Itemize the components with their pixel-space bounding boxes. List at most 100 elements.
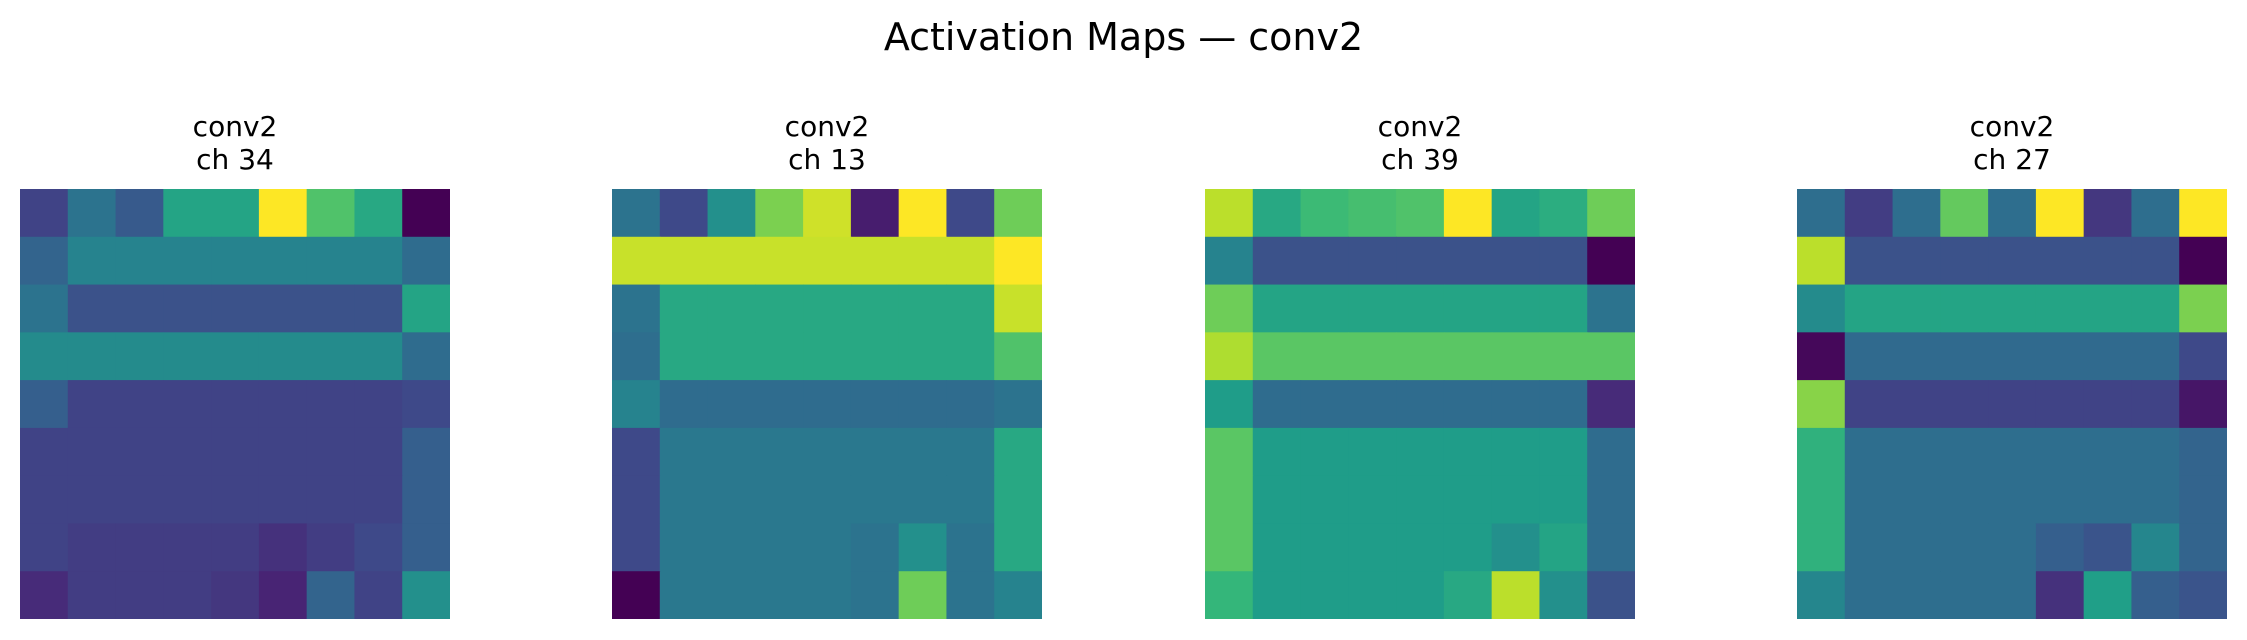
heatmap-cell	[803, 427, 852, 477]
heatmap-cell	[1539, 571, 1588, 619]
heatmap-cell	[2179, 571, 2227, 619]
heatmap-cell	[402, 475, 450, 525]
heatmap-cell	[946, 236, 995, 286]
heatmap-cell	[1396, 332, 1445, 381]
heatmap-cell	[1587, 284, 1635, 333]
heatmap-cell	[1300, 332, 1349, 381]
heatmap-cell	[211, 523, 260, 572]
heatmap-cell	[1205, 571, 1254, 619]
heatmap-cell	[402, 189, 450, 238]
heatmap-cell	[211, 236, 260, 286]
heatmap-cell	[354, 332, 403, 381]
heatmap-cell	[20, 236, 69, 286]
heatmap-cell	[2035, 236, 2085, 286]
heatmap-cell	[1300, 475, 1349, 525]
heatmap-cell	[163, 380, 212, 429]
heatmap-cell	[1940, 523, 1989, 572]
panel-title-line-1: conv2	[1377, 110, 1463, 143]
heatmap-cell	[1797, 475, 1846, 525]
heatmap-cell	[67, 380, 117, 429]
heatmap-cell	[1940, 284, 1989, 333]
heatmap-cell	[1443, 332, 1493, 381]
heatmap-cell	[2179, 189, 2227, 238]
heatmap-cell	[20, 427, 69, 477]
heatmap-cell	[707, 380, 756, 429]
heatmap-cell	[2131, 332, 2180, 381]
heatmap-cell	[1443, 571, 1493, 619]
heatmap-cell	[1396, 475, 1445, 525]
heatmap-cell	[2179, 427, 2227, 477]
heatmap-cell	[20, 475, 69, 525]
heatmap-cell	[1844, 427, 1894, 477]
heatmap-cell	[211, 189, 260, 238]
heatmap-cell	[1892, 189, 1941, 238]
heatmap-cell	[1539, 284, 1588, 333]
heatmap-cell	[306, 427, 356, 477]
heatmap-cell	[163, 332, 212, 381]
heatmap-cell	[402, 332, 450, 381]
heatmap-cell	[1491, 380, 1541, 429]
heatmap-cell	[1892, 332, 1941, 381]
heatmap-cell	[1491, 571, 1541, 619]
panel-title-line-2: ch 39	[1381, 143, 1459, 176]
heatmap-cell	[1205, 236, 1254, 286]
heatmap-cell	[1988, 427, 2037, 477]
heatmap-cell	[20, 380, 69, 429]
figure-title: Activation Maps — conv2	[883, 15, 1364, 59]
heatmap-cell	[67, 523, 117, 572]
heatmap-cell	[994, 284, 1042, 333]
heatmap-cell	[354, 189, 403, 238]
heatmap-cell	[258, 332, 308, 381]
heatmap-cell	[803, 332, 852, 381]
heatmap-cell	[612, 236, 661, 286]
heatmap-cell	[946, 571, 995, 619]
heatmap-cell	[659, 189, 709, 238]
heatmap-cell	[850, 475, 900, 525]
heatmap-cell	[2083, 332, 2133, 381]
heatmap-cell	[1348, 475, 1397, 525]
heatmap-cell	[1587, 475, 1635, 525]
heatmap-cell	[1844, 284, 1894, 333]
heatmap-cell	[1892, 236, 1941, 286]
heatmap-cell	[2131, 523, 2180, 572]
panel-title-line-2: ch 27	[1973, 143, 2051, 176]
heatmap-cell	[1396, 284, 1445, 333]
heatmap-cell	[1348, 523, 1397, 572]
heatmap-cell	[1844, 380, 1894, 429]
heatmap-cell	[1940, 189, 1989, 238]
heatmap-cell	[1300, 380, 1349, 429]
heatmap-cell	[803, 380, 852, 429]
heatmap-cell	[354, 427, 403, 477]
heatmap-cell	[2179, 475, 2227, 525]
heatmap-cell	[755, 380, 804, 429]
heatmap-cell	[659, 332, 709, 381]
heatmap-cell	[803, 523, 852, 572]
heatmap-cell	[1491, 189, 1541, 238]
heatmap-cell	[755, 523, 804, 572]
heatmap-cell	[2035, 571, 2085, 619]
heatmap-cell	[67, 332, 117, 381]
heatmap-cell	[258, 571, 308, 619]
heatmap-cell	[1252, 571, 1302, 619]
heatmap-cell	[946, 475, 995, 525]
heatmap-grid	[20, 189, 450, 619]
heatmap-cell	[1539, 427, 1588, 477]
heatmap-cell	[1940, 475, 1989, 525]
heatmap-cell	[1940, 380, 1989, 429]
heatmap-cell	[994, 236, 1042, 286]
heatmap-cell	[1988, 475, 2037, 525]
heatmap-cell	[994, 427, 1042, 477]
heatmap-cell	[1300, 571, 1349, 619]
heatmap-cell	[163, 523, 212, 572]
heatmap-cell	[850, 332, 900, 381]
heatmap-cell	[659, 571, 709, 619]
heatmap-cell	[850, 236, 900, 286]
heatmap-cell	[1205, 284, 1254, 333]
heatmap-cell	[1205, 332, 1254, 381]
heatmap-cell	[1892, 284, 1941, 333]
heatmap-cell	[258, 284, 308, 333]
heatmap-cell	[1892, 475, 1941, 525]
heatmap-cell	[1252, 523, 1302, 572]
heatmap-cell	[1396, 380, 1445, 429]
heatmap-cell	[1348, 189, 1397, 238]
